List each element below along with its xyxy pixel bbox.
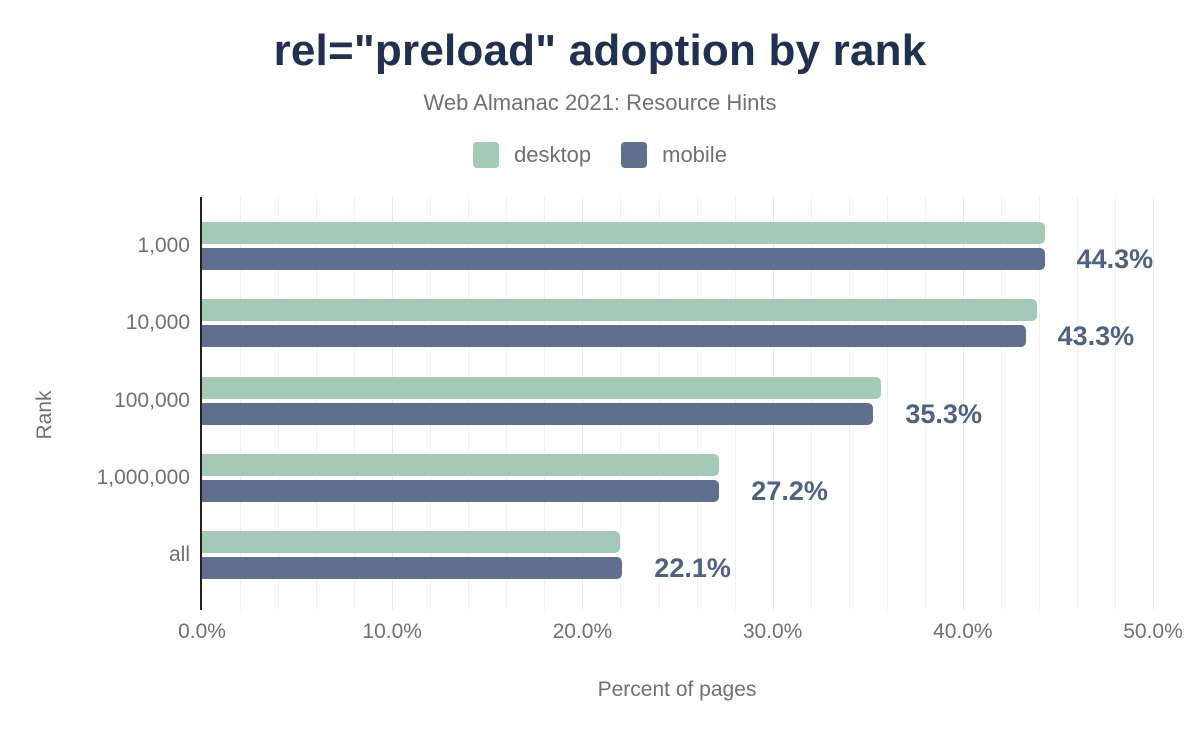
y-tick-label-1000000: 1,000,000 [96, 466, 190, 489]
y-tick-label-100000: 100,000 [114, 388, 190, 412]
bar-mobile-1000 [202, 248, 1045, 270]
gridline [1076, 197, 1078, 610]
gridline [1038, 197, 1040, 610]
x-tick-label: 0.0% [178, 620, 226, 643]
y-axis-line [200, 197, 202, 610]
bar-mobile-10000 [202, 325, 1026, 348]
legend: desktop mobile [0, 142, 1200, 168]
bar-mobile-100000 [202, 402, 874, 425]
x-tick-label: 20.0% [552, 620, 613, 643]
y-axis-title: Rank [33, 390, 56, 440]
legend-swatch-mobile [621, 142, 648, 168]
x-tick-label: 40.0% [933, 620, 993, 643]
bar-desktop-1000 [202, 222, 1045, 244]
y-tick-label-all: all [168, 543, 190, 567]
value-label-all: 22.1% [654, 553, 731, 584]
bar-desktop-1000000 [202, 454, 720, 476]
x-tick-label: 50.0% [1123, 620, 1183, 643]
value-label-1000: 44.3% [1076, 244, 1154, 274]
gridline [1153, 197, 1154, 610]
gridline [886, 197, 888, 610]
gridline [1000, 197, 1002, 610]
gridline [924, 197, 926, 610]
bar-desktop-100000 [202, 376, 881, 399]
gridline [1115, 197, 1116, 610]
legend-swatch-desktop [473, 142, 500, 168]
x-tick-label: 10.0% [362, 620, 422, 643]
gridline [962, 197, 964, 610]
y-tick-label-10000: 10,000 [125, 311, 190, 335]
legend-label-desktop: desktop [514, 142, 592, 167]
x-tick-label: 30.0% [742, 620, 803, 643]
legend-item-desktop: desktop [473, 142, 591, 168]
value-label-10000: 43.3% [1057, 321, 1135, 352]
x-axis-title: Percent of pages [597, 678, 757, 701]
bar-desktop-all [202, 531, 621, 554]
plot-area: 1,000 44.3% 10,000 43.3% 100,000 35.3% 1,000,0… [97, 197, 1183, 643]
bar-mobile-1000000 [202, 480, 720, 502]
bar-mobile-all [202, 557, 623, 580]
chart-title: rel="preload" adoption by rank [273, 26, 927, 75]
legend-item-mobile: mobile [621, 142, 727, 168]
value-label-1000000: 27.2% [751, 476, 828, 506]
y-tick-label-1000: 1,000 [137, 234, 190, 257]
legend-label-mobile: mobile [662, 142, 727, 167]
value-label-100000: 35.3% [905, 398, 982, 429]
chart-subtitle: Web Almanac 2021: Resource Hints [423, 90, 777, 115]
bar-desktop-10000 [202, 299, 1037, 322]
